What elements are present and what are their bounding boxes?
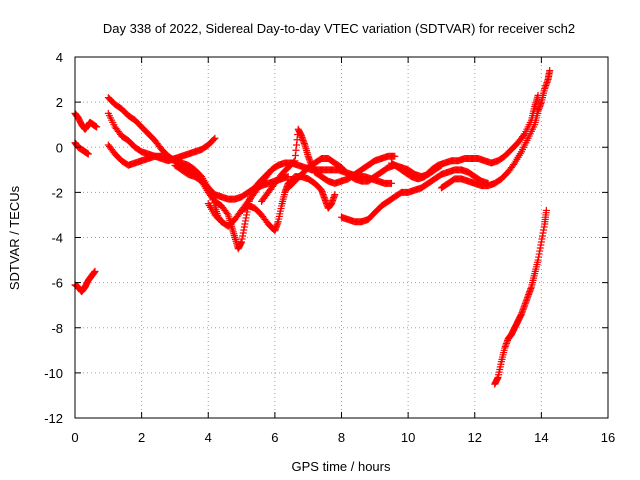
y-tick-label: -4 — [51, 231, 63, 246]
y-tick-label: -2 — [51, 185, 63, 200]
axis-ticks: 0 2 4 6 8 10 12 14 16 4 2 0 -2 -4 -6 -8 -10 -12 — [44, 50, 615, 445]
data-point — [91, 267, 99, 275]
y-tick-label: -8 — [51, 321, 63, 336]
data-point — [542, 206, 550, 214]
data-points — [71, 67, 554, 388]
x-tick-label: 16 — [601, 430, 615, 445]
y-tick-label: -10 — [44, 366, 63, 381]
y-tick-label: 0 — [56, 140, 63, 155]
x-tick-label: 12 — [468, 430, 482, 445]
data-point — [84, 150, 92, 158]
data-point — [331, 191, 339, 199]
y-axis-label: SDTVAR / TECUs — [7, 185, 22, 290]
data-point — [223, 209, 231, 217]
grid-lines — [75, 57, 608, 418]
data-point — [387, 179, 395, 187]
x-tick-label: 6 — [271, 430, 278, 445]
x-tick-label: 10 — [401, 430, 415, 445]
y-tick-label: -6 — [51, 276, 63, 291]
data-point — [211, 134, 219, 142]
x-axis-label: GPS time / hours — [292, 459, 391, 474]
chart-title: Day 338 of 2022, Sidereal Day-to-day VTE… — [103, 21, 575, 36]
x-tick-label: 4 — [205, 430, 212, 445]
y-tick-label: 4 — [56, 50, 63, 65]
y-tick-label: 2 — [56, 95, 63, 110]
x-tick-label: 14 — [534, 430, 548, 445]
data-point — [546, 67, 554, 75]
data-point — [210, 135, 218, 143]
data-point — [290, 158, 298, 166]
x-tick-label: 2 — [138, 430, 145, 445]
x-tick-label: 8 — [338, 430, 345, 445]
y-tick-label: -12 — [44, 411, 63, 426]
data-point — [93, 123, 101, 131]
x-tick-label: 0 — [71, 430, 78, 445]
data-point — [520, 131, 528, 139]
data-point — [391, 152, 399, 160]
data-point — [284, 173, 292, 181]
